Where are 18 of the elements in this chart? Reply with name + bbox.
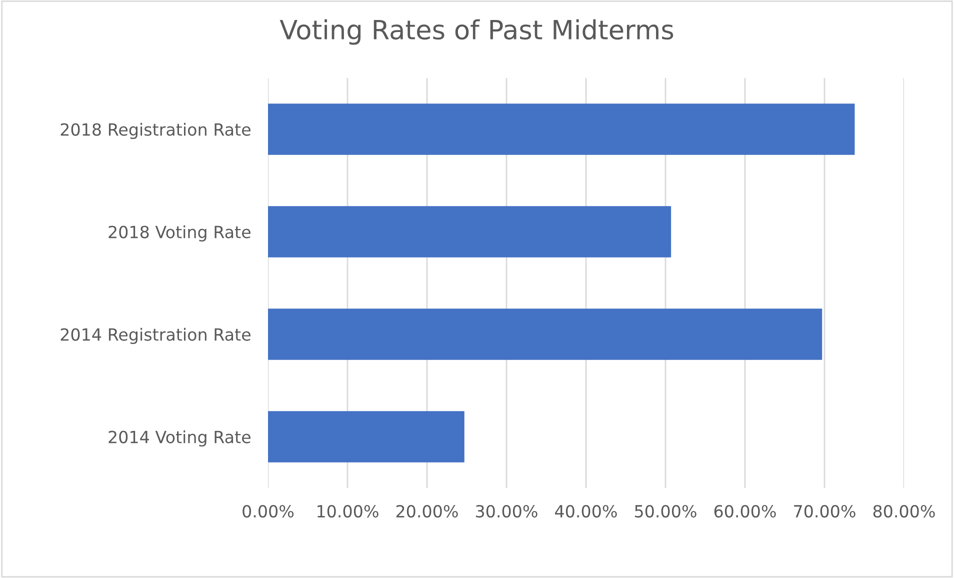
x-tick-label: 0.00% <box>242 504 294 518</box>
x-tick-label: 50.00% <box>635 504 696 518</box>
x-tick-label: 10.00% <box>318 504 378 518</box>
x-tick-label: 80.00% <box>873 504 935 518</box>
y-tick-label: 2018 Voting Rate <box>108 225 250 242</box>
bar <box>268 206 672 258</box>
bar <box>268 411 464 462</box>
chart-title: Voting Rates of Past Midterms <box>280 19 674 45</box>
x-tick-label: 40.00% <box>555 504 617 518</box>
x-tick-label: 20.00% <box>396 504 458 518</box>
x-tick-label: 60.00% <box>714 504 776 518</box>
x-tick-label: 30.00% <box>476 504 538 518</box>
bar <box>268 308 822 360</box>
x-tick-label: 70.00% <box>794 504 856 518</box>
y-tick-label: 2014 Voting Rate <box>108 430 250 447</box>
bar <box>268 104 855 155</box>
y-tick-label: 2018 Registration Rate <box>60 122 250 140</box>
y-tick-label: 2014 Registration Rate <box>60 328 250 344</box>
